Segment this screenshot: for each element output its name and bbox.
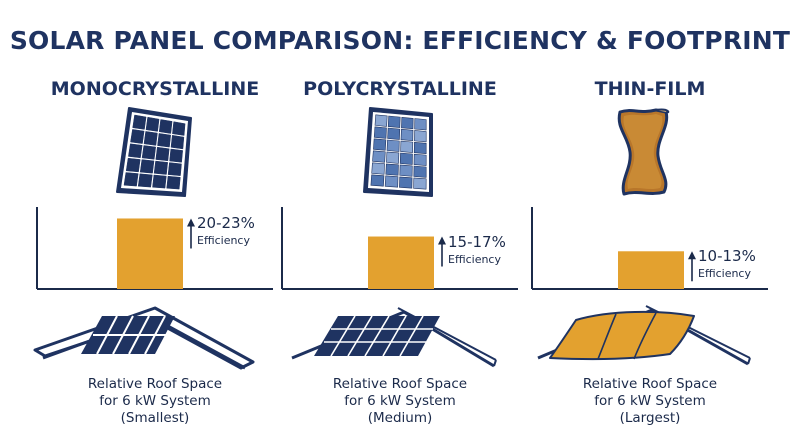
caption-line: for 6 kW System bbox=[594, 393, 706, 409]
polycrystalline-panel-icon bbox=[363, 107, 433, 197]
bar-chart-polycrystalline bbox=[281, 207, 518, 290]
caption-line: for 6 kW System bbox=[344, 393, 456, 409]
caption-monocrystalline: Relative Roof Space for 6 kW System (Sma… bbox=[25, 376, 285, 427]
bar-chart-monocrystalline bbox=[36, 207, 273, 290]
thin-film-panel-icon bbox=[617, 108, 670, 196]
column-monocrystalline: MONOCRYSTALLINE 20-23% Efficiency Relati… bbox=[25, 0, 285, 447]
bar-thin-film bbox=[618, 251, 684, 289]
efficiency-label: Efficiency bbox=[448, 252, 501, 266]
column-title-polycrystalline: POLYCRYSTALLINE bbox=[303, 78, 497, 100]
efficiency-label: Efficiency bbox=[197, 234, 250, 248]
bar-polycrystalline bbox=[368, 236, 434, 289]
caption-polycrystalline: Relative Roof Space for 6 kW System (Med… bbox=[270, 376, 530, 427]
up-arrow-icon bbox=[187, 218, 195, 249]
column-polycrystalline: POLYCRYSTALLINE 15-17% Efficiency Relati… bbox=[270, 0, 530, 447]
caption-line: (Medium) bbox=[367, 410, 433, 426]
column-title-monocrystalline: MONOCRYSTALLINE bbox=[50, 78, 260, 100]
caption-line: (Largest) bbox=[619, 410, 681, 426]
up-arrow-icon bbox=[688, 251, 696, 282]
bar-label-monocrystalline: 20-23% bbox=[197, 214, 255, 233]
caption-thin-film: Relative Roof Space for 6 kW System (Lar… bbox=[520, 376, 780, 427]
column-title-thin-film: THIN-FILM bbox=[594, 78, 706, 100]
roof-small-array-icon bbox=[33, 306, 255, 370]
column-thin-film: THIN-FILM 10-13% Efficiency Relative Roo… bbox=[520, 0, 780, 447]
caption-line: Relative Roof Space bbox=[582, 376, 718, 392]
caption-line: Relative Roof Space bbox=[332, 376, 468, 392]
caption-line: Relative Roof Space bbox=[87, 376, 223, 392]
bar-chart-thin-film bbox=[531, 207, 768, 290]
monocrystalline-panel-icon bbox=[116, 107, 192, 197]
bar-label-polycrystalline: 15-17% bbox=[448, 232, 506, 251]
bar-label-thin-film: 10-13% bbox=[698, 247, 756, 266]
bar-monocrystalline bbox=[117, 218, 183, 289]
roof-medium-array-icon bbox=[291, 307, 497, 368]
page-title: SOLAR PANEL COMPARISON: EFFICIENCY & FOO… bbox=[9, 26, 791, 55]
roof-large-array-icon bbox=[537, 305, 751, 366]
up-arrow-icon bbox=[438, 236, 446, 267]
caption-line: (Smallest) bbox=[120, 410, 190, 426]
efficiency-label: Efficiency bbox=[698, 267, 751, 281]
caption-line: for 6 kW System bbox=[99, 393, 211, 409]
